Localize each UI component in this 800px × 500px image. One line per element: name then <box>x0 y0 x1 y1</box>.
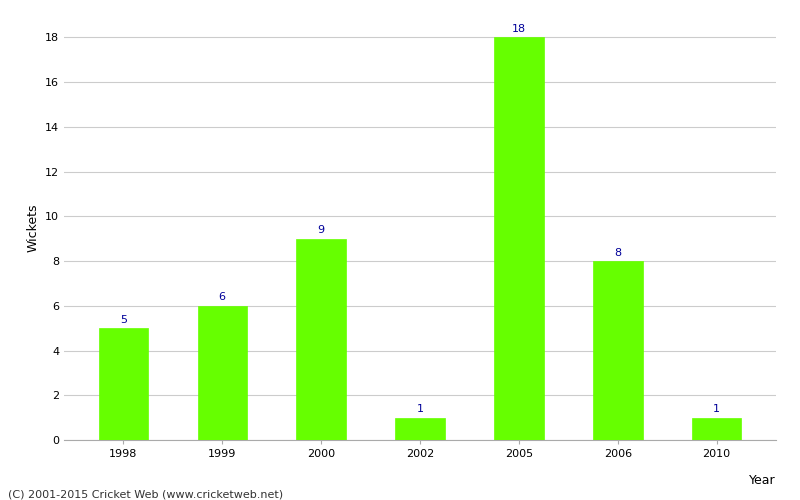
Text: 18: 18 <box>512 24 526 34</box>
Text: Year: Year <box>750 474 776 487</box>
Bar <box>494 38 544 440</box>
Bar <box>593 261 642 440</box>
Bar <box>296 238 346 440</box>
Bar <box>692 418 742 440</box>
Bar <box>395 418 445 440</box>
Text: 1: 1 <box>713 404 720 414</box>
Text: 9: 9 <box>318 226 325 235</box>
Bar <box>98 328 148 440</box>
Bar <box>198 306 247 440</box>
Text: (C) 2001-2015 Cricket Web (www.cricketweb.net): (C) 2001-2015 Cricket Web (www.cricketwe… <box>8 490 283 500</box>
Text: 5: 5 <box>120 315 127 325</box>
Text: 1: 1 <box>417 404 423 414</box>
Text: 6: 6 <box>218 292 226 302</box>
Y-axis label: Wickets: Wickets <box>26 203 39 252</box>
Text: 8: 8 <box>614 248 622 258</box>
